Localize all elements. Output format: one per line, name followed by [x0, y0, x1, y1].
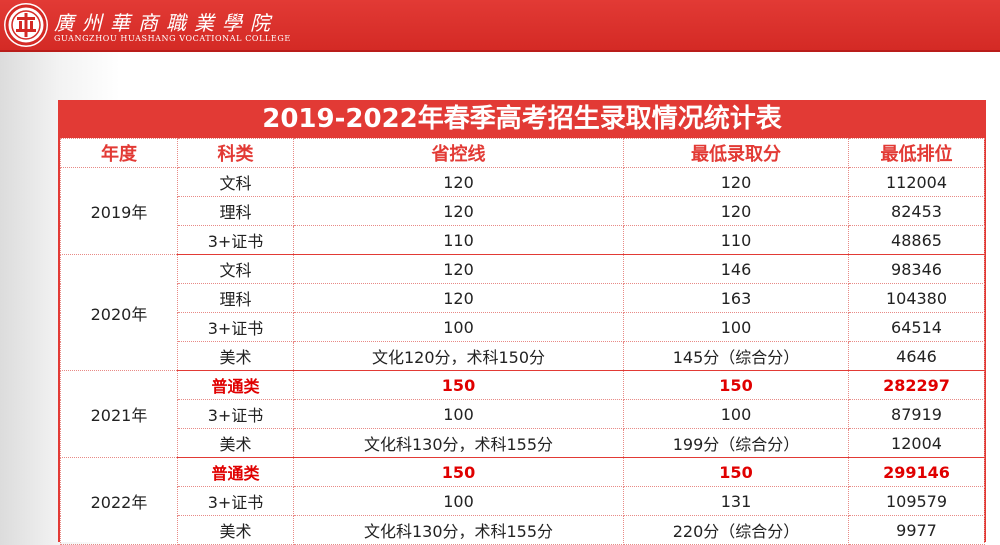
control-line-cell: 150 — [293, 457, 624, 487]
table-row: 2020年 文科 120 146 98346 — [60, 254, 985, 371]
table-row: 3+证书 100 100 87919 — [61, 399, 985, 429]
site-header: 廣州華商職業學院 GUANGZHOU HUASHANG VOCATIONAL C… — [0, 0, 1000, 52]
category-cell: 3+证书 — [177, 312, 294, 342]
min-score-cell: 163 — [623, 283, 849, 313]
table-row: 3+证书 100 131 109579 — [61, 486, 985, 516]
min-score-cell: 131 — [623, 486, 849, 516]
category-cell: 美术 — [177, 341, 294, 371]
college-name-en: GUANGZHOU HUASHANG VOCATIONAL COLLEGE — [54, 34, 291, 43]
category-cell: 文科 — [177, 254, 294, 284]
table-row: 2021年 普通类 150 150 282297 — [60, 370, 985, 458]
min-rank-cell: 112004 — [848, 167, 985, 197]
table-header-row: 年度 科类 省控线 最低录取分 最低排位 — [60, 138, 985, 168]
min-score-cell: 120 — [623, 196, 849, 226]
min-rank-cell: 82453 — [848, 196, 985, 226]
column-header-category: 科类 — [177, 138, 294, 168]
table-row: 理科 120 120 82453 — [61, 196, 985, 226]
admission-table: 年度 科类 省控线 最低录取分 最低排位 2019年 文科 120 120 11… — [60, 138, 985, 545]
min-rank-cell: 48865 — [848, 225, 985, 255]
table-row: 理科 120 163 104380 — [61, 283, 985, 313]
min-rank-cell: 9977 — [848, 515, 985, 545]
college-name-cn[interactable]: 廣州華商職業學院 — [54, 11, 278, 35]
min-score-cell: 110 — [623, 225, 849, 255]
min-score-cell: 100 — [623, 312, 849, 342]
table-row: 美术 文化科130分，术科155分 199分（综合分） 12004 — [61, 428, 985, 458]
min-score-cell: 145分（综合分） — [623, 341, 849, 371]
control-line-cell: 文化科130分，术科155分 — [293, 428, 624, 458]
category-cell: 普通类 — [177, 457, 294, 487]
table-row: 3+证书 110 110 48865 — [61, 225, 985, 255]
min-rank-cell: 12004 — [848, 428, 985, 458]
category-cell: 3+证书 — [177, 486, 294, 516]
category-cell: 理科 — [177, 283, 294, 313]
year-cell: 2019年 — [60, 167, 178, 255]
control-line-cell: 100 — [293, 486, 624, 516]
admission-table-panel: 2019-2022年春季高考招生录取情况统计表 年度 科类 省控线 最低录取分 … — [58, 100, 986, 545]
control-line-cell: 110 — [293, 225, 624, 255]
min-rank-cell: 299146 — [848, 457, 985, 487]
year-cell: 2021年 — [60, 370, 178, 458]
category-cell: 3+证书 — [177, 225, 294, 255]
category-cell: 美术 — [177, 515, 294, 545]
category-cell: 理科 — [177, 196, 294, 226]
column-header-year: 年度 — [60, 138, 178, 168]
min-rank-cell: 104380 — [848, 283, 985, 313]
year-cell: 2020年 — [60, 254, 178, 371]
table-row: 3+证书 100 100 64514 — [61, 312, 985, 342]
category-cell: 3+证书 — [177, 399, 294, 429]
column-header-min-score: 最低录取分 — [623, 138, 849, 168]
category-cell: 文科 — [177, 167, 294, 197]
min-score-cell: 146 — [623, 254, 849, 284]
column-header-control-line: 省控线 — [293, 138, 624, 168]
category-cell: 普通类 — [177, 370, 294, 400]
college-emblem-icon[interactable] — [4, 3, 48, 47]
min-score-cell: 120 — [623, 167, 849, 197]
control-line-cell: 文化120分，术科150分 — [293, 341, 624, 371]
control-line-cell: 100 — [293, 312, 624, 342]
table-title: 2019-2022年春季高考招生录取情况统计表 — [60, 100, 984, 138]
min-score-cell: 220分（综合分） — [623, 515, 849, 545]
min-score-cell: 199分（综合分） — [623, 428, 849, 458]
min-rank-cell: 282297 — [848, 370, 985, 400]
min-rank-cell: 109579 — [848, 486, 985, 516]
min-score-cell: 100 — [623, 399, 849, 429]
control-line-cell: 120 — [293, 254, 624, 284]
table-row: 2019年 文科 120 120 112004 — [60, 167, 985, 255]
table-row: 2022年 普通类 150 150 299146 — [60, 457, 985, 545]
control-line-cell: 120 — [293, 283, 624, 313]
min-rank-cell: 87919 — [848, 399, 985, 429]
control-line-cell: 150 — [293, 370, 624, 400]
min-score-cell: 150 — [623, 457, 849, 487]
year-cell: 2022年 — [60, 457, 178, 545]
min-score-cell: 150 — [623, 370, 849, 400]
control-line-cell: 120 — [293, 196, 624, 226]
min-rank-cell: 64514 — [848, 312, 985, 342]
control-line-cell: 120 — [293, 167, 624, 197]
min-rank-cell: 98346 — [848, 254, 985, 284]
category-cell: 美术 — [177, 428, 294, 458]
column-header-min-rank: 最低排位 — [848, 138, 985, 168]
table-row: 美术 文化科130分，术科155分 220分（综合分） 9977 — [61, 515, 985, 545]
control-line-cell: 文化科130分，术科155分 — [293, 515, 624, 545]
table-row: 美术 文化120分，术科150分 145分（综合分） 4646 — [61, 341, 985, 371]
control-line-cell: 100 — [293, 399, 624, 429]
min-rank-cell: 4646 — [848, 341, 985, 371]
